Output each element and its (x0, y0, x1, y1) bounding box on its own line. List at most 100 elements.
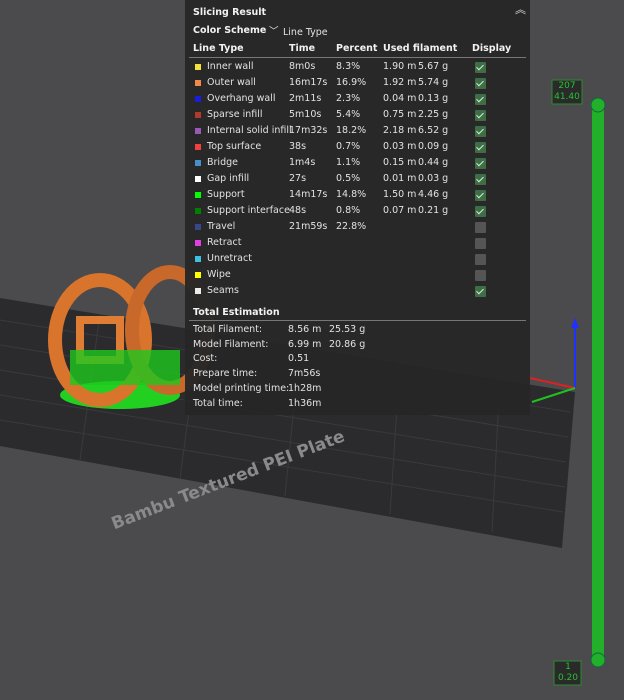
filament-length: 0.15 m (383, 157, 417, 168)
total-title: Total Estimation (193, 307, 280, 318)
line-type-name: Seams (207, 285, 239, 296)
slider-top-height: 41.40 (554, 92, 580, 102)
line-type-swatch (195, 80, 201, 86)
display-checkbox[interactable] (475, 158, 486, 169)
slider-top-layer: 207 (558, 81, 576, 91)
total-label: Total Filament: (193, 324, 263, 335)
filament-length: 1.50 m (383, 189, 417, 200)
total-label: Cost: (193, 353, 218, 365)
line-type-name: Unretract (207, 253, 252, 264)
filament-weight: 0.03 g (418, 173, 449, 184)
line-type-swatch (195, 144, 201, 150)
layer-slider-track[interactable] (592, 105, 604, 661)
line-type-swatch (195, 224, 201, 230)
color-scheme-label: Color Scheme (193, 25, 267, 36)
line-type-name: Gap infill (207, 173, 250, 184)
filament-weight: 5.67 g (418, 61, 449, 72)
slider-bottom-box (553, 660, 582, 686)
filament-length: 0.01 m (383, 173, 417, 184)
total-value: 6.99 m (288, 338, 322, 350)
line-type-swatch (195, 240, 201, 246)
display-checkbox[interactable] (475, 254, 486, 265)
display-checkbox[interactable] (475, 206, 486, 217)
slider-bottom-layer: 1 (565, 662, 571, 672)
display-checkbox[interactable] (475, 142, 486, 153)
slider-bottom-height: 0.20 (557, 673, 579, 683)
color-scheme-value[interactable]: Line Type (283, 27, 328, 38)
display-checkbox[interactable] (475, 190, 486, 201)
display-checkbox[interactable] (475, 238, 486, 249)
percent: 16.9% (336, 77, 367, 88)
percent: 22.8% (336, 221, 367, 232)
total-value: 0.51 (288, 353, 310, 365)
column-header: Display (472, 43, 512, 54)
display-checkbox[interactable] (475, 78, 486, 89)
total-label: Total time: (193, 397, 243, 409)
slicing-result-panel: Slicing Result ︽ Color Scheme ﹀ Line Typ… (185, 0, 530, 415)
display-checkbox[interactable] (475, 110, 486, 121)
filament-weight: 5.74 g (418, 77, 449, 88)
percent: 14.8% (336, 189, 367, 200)
percent: 8.3% (336, 61, 361, 72)
display-checkbox[interactable] (475, 126, 486, 137)
line-type-swatch (195, 64, 201, 70)
filament-weight: 0.44 g (418, 157, 449, 168)
line-type-swatch (195, 128, 201, 134)
line-type-swatch (195, 288, 201, 294)
line-type-name: Travel (207, 221, 236, 232)
display-checkbox[interactable] (475, 94, 486, 105)
filament-length: 1.92 m (383, 77, 417, 88)
total-value: 1h36m (288, 397, 322, 409)
line-type-swatch (195, 112, 201, 118)
total-value: 8.56 m (288, 324, 322, 335)
dropdown-arrow[interactable]: ﹀ (269, 26, 279, 37)
column-header: Percent (336, 43, 378, 54)
line-type-swatch (195, 96, 201, 102)
column-header: Time (289, 43, 316, 54)
line-type-swatch (195, 160, 201, 166)
percent: 0.5% (336, 173, 361, 184)
total-label: Model Filament: (193, 338, 269, 350)
display-checkbox[interactable] (475, 222, 486, 233)
display-checkbox[interactable] (475, 270, 486, 281)
percent: 18.2% (336, 125, 367, 136)
column-header: Line Type (193, 43, 244, 54)
percent: 5.4% (336, 109, 361, 120)
total-value: 7m56s (288, 368, 321, 380)
total-label: Model printing time: (193, 382, 290, 394)
percent: 2.3% (336, 93, 361, 104)
total-value: 1h28m (288, 382, 322, 394)
filament-length: 0.04 m (383, 93, 417, 104)
display-checkbox[interactable] (475, 286, 486, 297)
line-type-name: Wipe (207, 269, 231, 280)
line-type-name: Inner wall (207, 61, 254, 72)
collapse-button[interactable]: ︽ (515, 3, 526, 16)
line-type-name: Top surface (207, 141, 262, 152)
line-type-name: Support (207, 189, 245, 200)
total-label: Prepare time: (193, 368, 258, 380)
time: 14m17s (289, 189, 328, 200)
filament-length: 0.07 m (383, 205, 417, 216)
line-type-swatch (195, 176, 201, 182)
header-separator (189, 57, 526, 58)
time: 5m10s (289, 109, 322, 120)
slider-top-handle[interactable] (590, 97, 606, 113)
filament-weight: 2.25 g (418, 109, 449, 120)
slider-bottom-handle[interactable] (590, 652, 606, 668)
line-type-swatch (195, 272, 201, 278)
time: 16m17s (289, 77, 328, 88)
line-type-name: Support interface (207, 205, 290, 216)
line-type-name: Internal solid infill (207, 125, 292, 136)
line-type-name: Overhang wall (207, 93, 276, 104)
time: 8m0s (289, 61, 316, 72)
total-value: 20.86 g (329, 338, 366, 350)
time: 2m11s (289, 93, 322, 104)
axes (529, 318, 579, 403)
display-checkbox[interactable] (475, 62, 486, 73)
filament-length: 0.75 m (383, 109, 417, 120)
line-type-swatch (195, 192, 201, 198)
display-checkbox[interactable] (475, 174, 486, 185)
line-type-name: Outer wall (207, 77, 256, 88)
